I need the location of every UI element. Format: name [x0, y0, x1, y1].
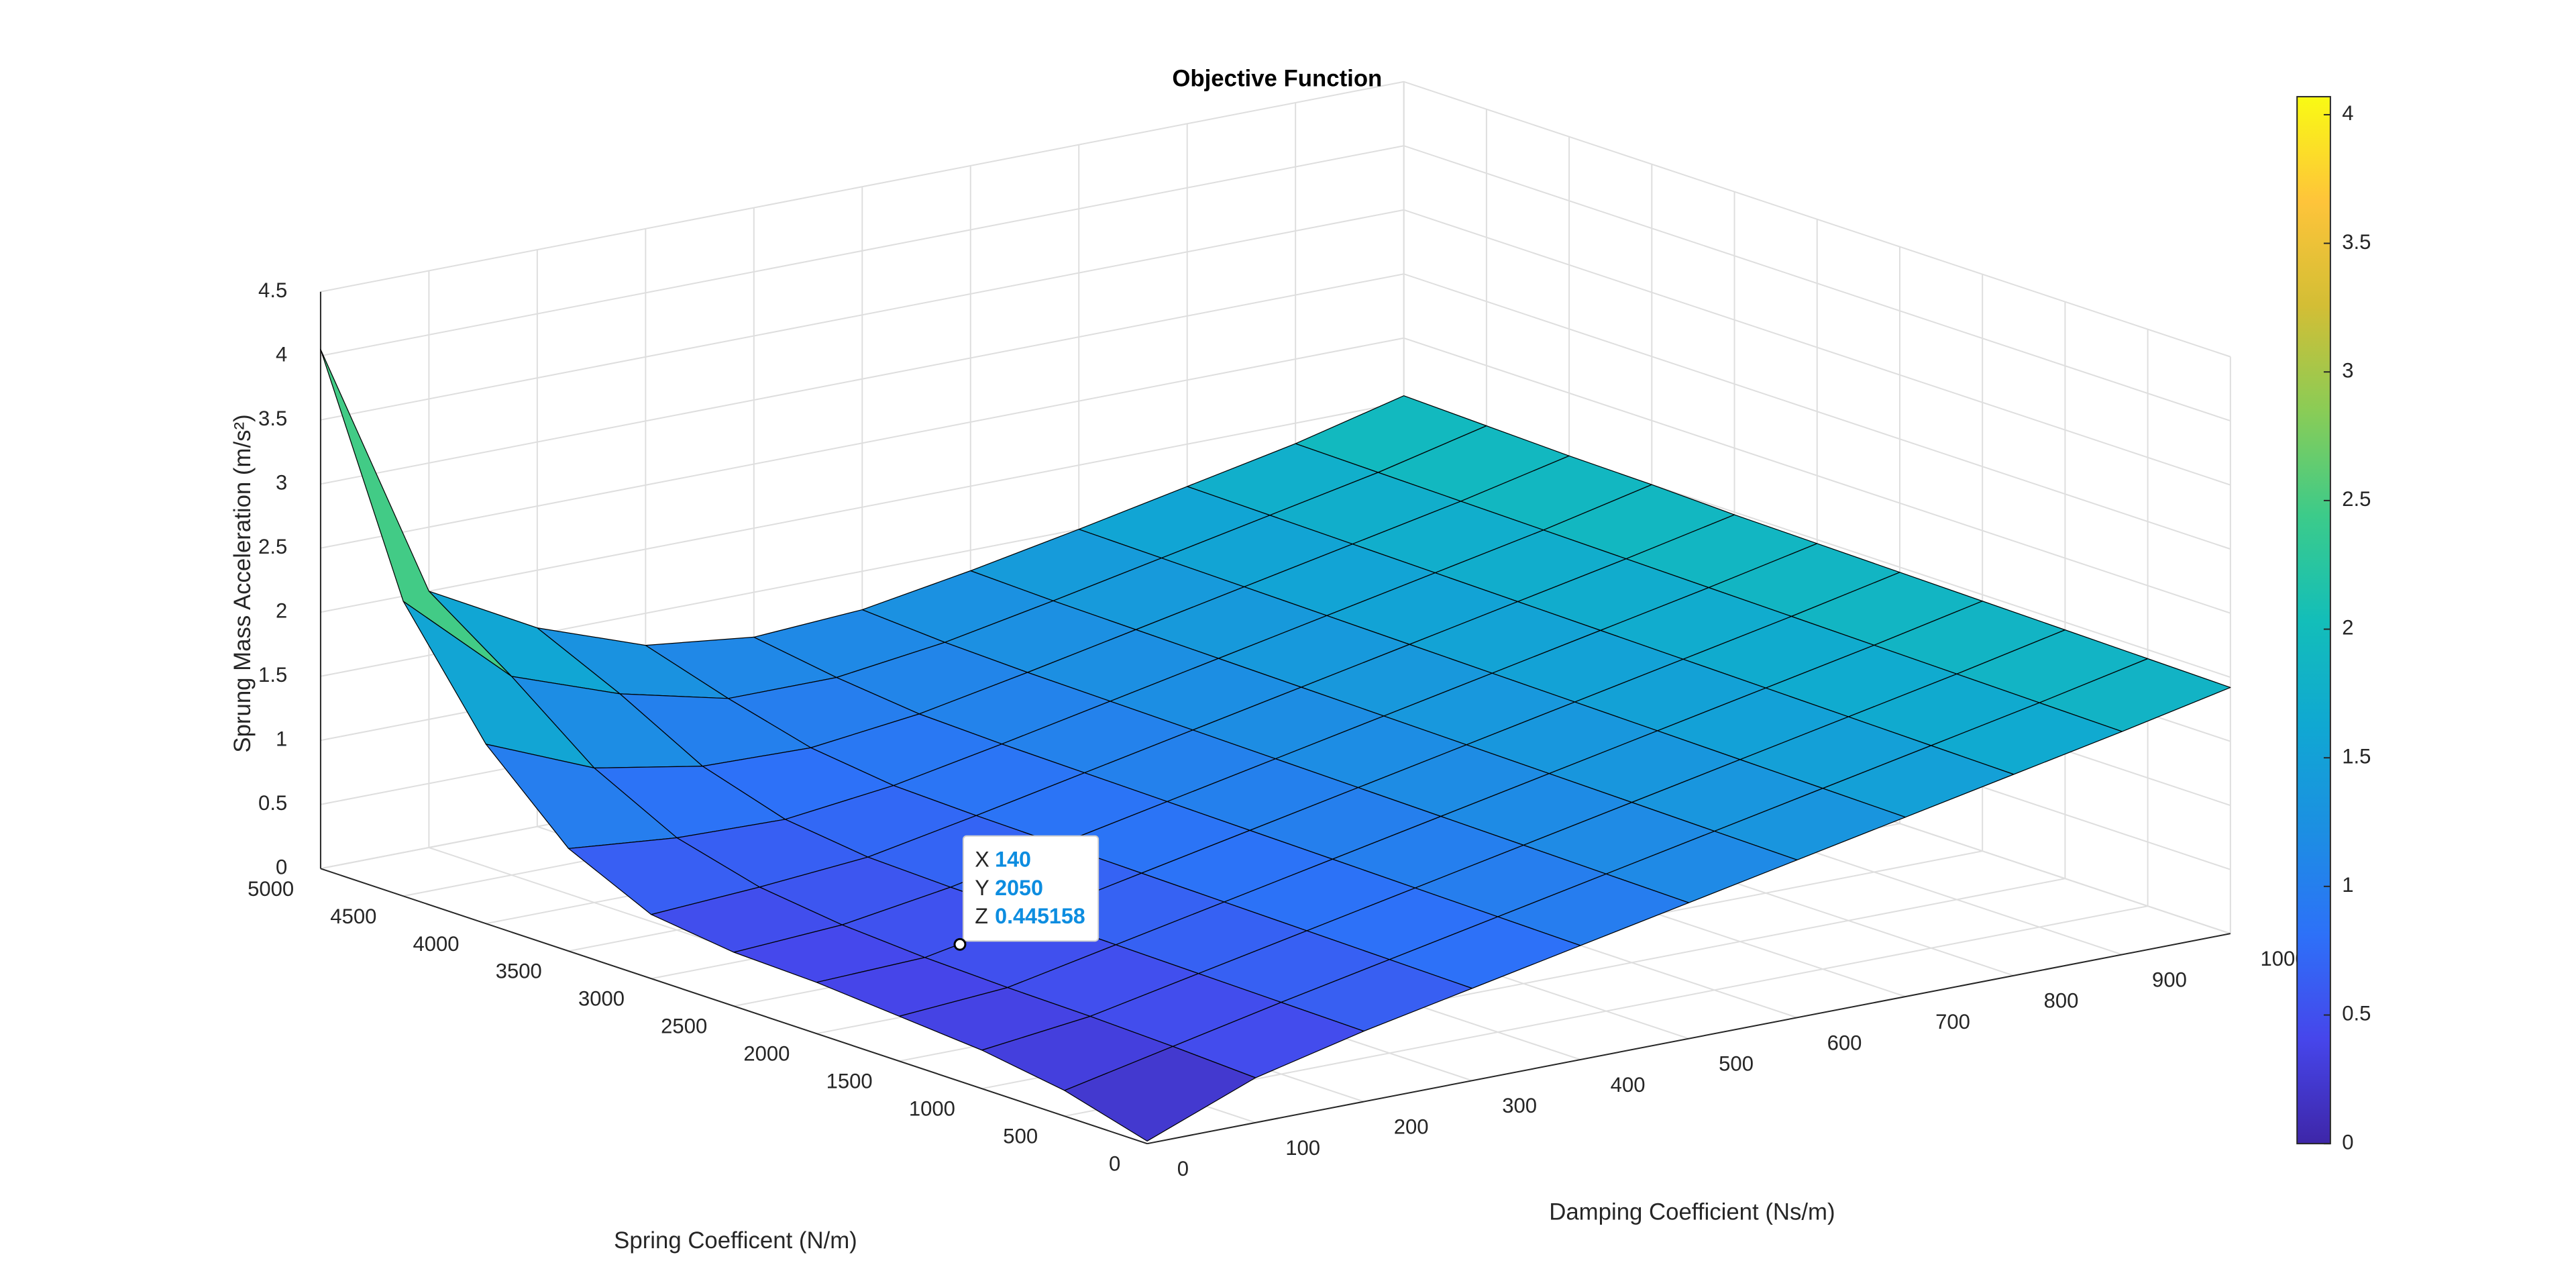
- z-tick-label: 0: [276, 855, 287, 878]
- axes: [319, 291, 2231, 1145]
- z-tick-label: 2.5: [258, 535, 287, 558]
- datatip-value: 140: [995, 848, 1031, 872]
- y-tick-label: 1000: [909, 1097, 955, 1121]
- grid-line: [320, 81, 2231, 358]
- x-tick-label: 800: [2044, 989, 2079, 1013]
- datatip-value: 0.445158: [995, 904, 1085, 928]
- y-tick-label: 3000: [578, 987, 625, 1011]
- z-tick-label: 4: [276, 342, 287, 366]
- chart-title: Objective Function: [1172, 66, 1382, 91]
- colorbar-tick-label: 0: [2342, 1130, 2353, 1154]
- colorbar: [2296, 96, 2331, 1145]
- x-tick-label: 0: [1177, 1157, 1189, 1180]
- x-tick-label: 400: [1611, 1073, 1646, 1097]
- z-axis-label: Sprung Mass Acceleration (m/s²): [230, 414, 256, 752]
- x-tick-label: 500: [1719, 1052, 1754, 1076]
- datatip-marker: [953, 937, 967, 951]
- colorbar-ticks: 0 0.5 1 1.5 2 2.5 3 3.5 4: [2323, 101, 2371, 1154]
- y-tick-label: 0: [1109, 1152, 1120, 1176]
- colorbar-tick-label: 3.5: [2342, 230, 2371, 254]
- z-tick-label: 3: [276, 470, 287, 494]
- x-axis-label: Damping Coefficient (Ns/m): [1549, 1200, 1835, 1225]
- datatip-value: 2050: [995, 876, 1043, 900]
- y-tick-label: 4000: [413, 932, 460, 956]
- x-tick-label: 300: [1502, 1094, 1537, 1117]
- surface-cell: [1064, 1046, 1256, 1142]
- grid-line: [320, 337, 2231, 614]
- y-tick-label: 3500: [496, 960, 542, 983]
- z-tick-label: 1.5: [258, 663, 287, 687]
- surface: [320, 349, 2231, 1142]
- axis-line: [320, 868, 1148, 1145]
- y-tick-label: 500: [1003, 1125, 1038, 1148]
- x-tick-label: 600: [1827, 1031, 1862, 1054]
- z-tick-label: 1: [276, 727, 287, 750]
- y-tick-label: 2500: [661, 1015, 707, 1038]
- x-tick-label: 900: [2152, 968, 2187, 991]
- datatip-label: X: [975, 848, 989, 872]
- z-tick-label: 2: [276, 599, 287, 622]
- grid-line: [320, 273, 2231, 550]
- labels: 0100200300400500600700800900100005001000…: [248, 278, 2307, 1180]
- grid-line: [320, 209, 2231, 486]
- axis-line: [1146, 933, 2231, 1145]
- colorbar-tick-label: 4: [2342, 101, 2353, 125]
- y-tick-label: 4500: [330, 905, 376, 928]
- y-tick-label: 2000: [743, 1042, 790, 1066]
- z-tick-label: 0.5: [258, 791, 287, 815]
- datatip-label: Y: [975, 876, 989, 900]
- x-tick-label: 100: [1285, 1136, 1320, 1160]
- colorbar-tick-label: 2.5: [2342, 487, 2371, 511]
- datatip-box: [962, 835, 1099, 942]
- colorbar-tick-label: 0.5: [2342, 1002, 2371, 1025]
- x-tick-label: 200: [1394, 1115, 1429, 1139]
- y-tick-label: 5000: [248, 877, 294, 901]
- y-axis-label: Spring Coefficent (N/m): [614, 1228, 857, 1254]
- colorbar-tick-label: 1.5: [2342, 744, 2371, 768]
- z-tick-label: 4.5: [258, 278, 287, 302]
- datatip-label: Z: [975, 904, 988, 928]
- z-tick-label: 3.5: [258, 407, 287, 430]
- colorbar-tick-label: 1: [2342, 873, 2353, 897]
- x-tick-label: 700: [1935, 1010, 1970, 1033]
- y-tick-label: 1500: [826, 1070, 873, 1093]
- colorbar-tick-label: 2: [2342, 616, 2353, 640]
- colorbar-tick-label: 3: [2342, 358, 2353, 382]
- grid-line: [320, 145, 2231, 422]
